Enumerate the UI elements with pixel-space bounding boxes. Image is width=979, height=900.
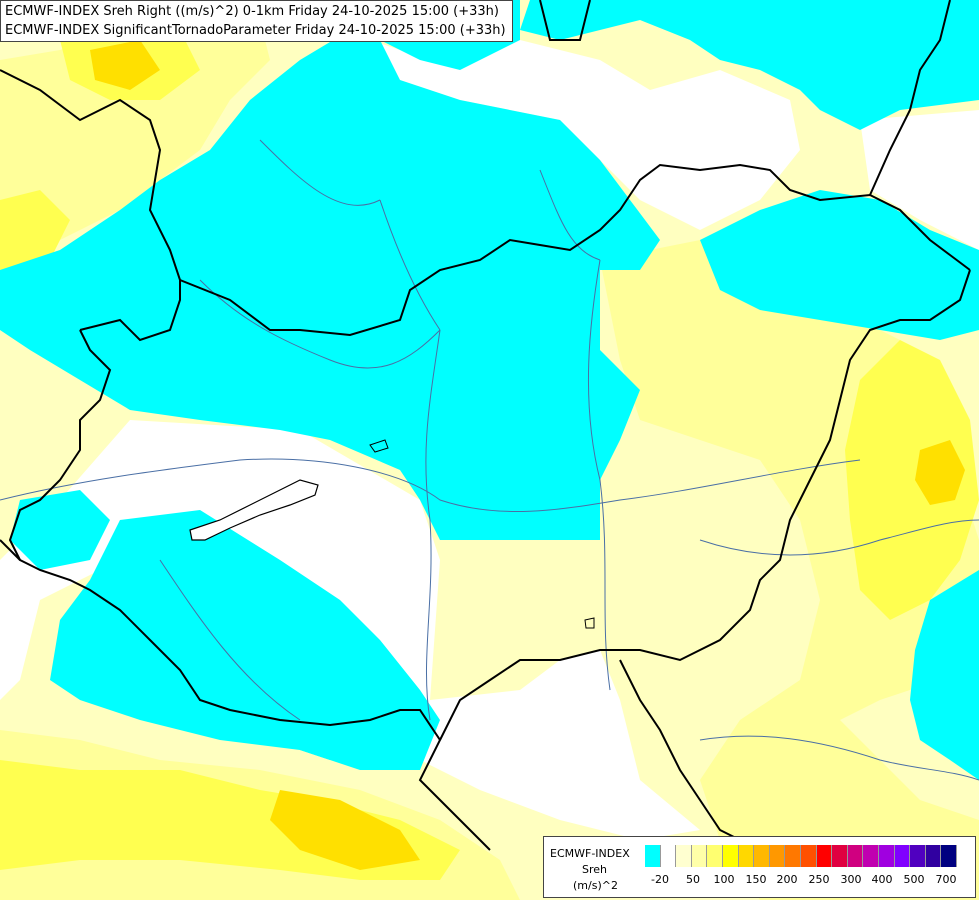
legend-swatch <box>707 845 723 867</box>
sreh-150-200-core-nw <box>90 40 160 90</box>
low-sreh-area-white-north <box>370 40 800 230</box>
legend-tick-label: 250 <box>808 873 830 886</box>
legend-tick-label: 400 <box>871 873 893 886</box>
lake-balaton <box>189 479 319 541</box>
legend-swatch <box>832 845 848 867</box>
country-borders <box>0 0 971 851</box>
legend-swatch <box>894 845 911 867</box>
legend-swatch <box>691 845 708 867</box>
low-sreh-area-white-east <box>860 110 979 250</box>
legend-swatch <box>847 845 864 867</box>
lake-small-2 <box>584 617 595 629</box>
legend-swatch <box>769 845 786 867</box>
sreh-150-200-core-east <box>915 440 965 505</box>
negative-sreh-area-center-small <box>10 490 110 570</box>
sreh-100-150-area-west <box>0 190 70 270</box>
legend-tick-label: 50 <box>686 873 700 886</box>
lake-small <box>369 439 389 453</box>
sreh-150-200-core-south <box>270 790 420 870</box>
legend-ticks: -20 50 100 150 200 250 300 400 500 700 <box>645 873 971 889</box>
negative-sreh-area-top <box>520 0 979 130</box>
negative-sreh-area-east <box>910 570 979 780</box>
negative-sreh-area-ne <box>700 190 979 340</box>
legend-brand: ECMWF-INDEX <box>550 847 630 860</box>
legend-swatch <box>660 845 677 867</box>
legend-tick-label: 300 <box>840 873 862 886</box>
legend-swatch <box>738 845 755 867</box>
sreh-100-150-area-east <box>845 340 979 620</box>
legend-swatch <box>941 845 957 867</box>
rivers <box>0 139 979 781</box>
legend-unit: (m/s)^2 <box>573 879 618 892</box>
map-title-box: ECMWF-INDEX Sreh Right ((m/s)^2) 0-1km F… <box>0 0 513 42</box>
legend-swatch <box>722 845 739 867</box>
negative-sreh-area-north <box>0 30 660 540</box>
legend-tick-label: 200 <box>776 873 798 886</box>
sreh-50-100-area-west <box>0 10 270 260</box>
legend-swatch <box>863 845 879 867</box>
negative-sreh-area-south-west <box>50 510 440 770</box>
title-line-1: ECMWF-INDEX Sreh Right ((m/s)^2) 0-1km F… <box>5 4 499 19</box>
legend-color-bar <box>645 845 957 867</box>
legend-tick-label: 100 <box>713 873 735 886</box>
legend-swatch <box>925 845 942 867</box>
legend-swatch <box>754 845 770 867</box>
legend-swatch <box>816 845 833 867</box>
color-legend: ECMWF-INDEX Sreh (m/s)^2 -20 50 100 150 200 2… <box>543 836 976 898</box>
legend-swatch <box>878 845 895 867</box>
legend-tick-label: -20 <box>651 873 669 886</box>
legend-swatch <box>785 845 801 867</box>
legend-tick-label: 150 <box>745 873 767 886</box>
title-line-2: ECMWF-INDEX SignificantTornadoParameter … <box>5 23 506 38</box>
legend-swatch <box>676 845 692 867</box>
legend-swatch <box>800 845 817 867</box>
legend-tick-label: 700 <box>935 873 957 886</box>
legend-swatch <box>910 845 926 867</box>
legend-variable: Sreh <box>582 863 608 876</box>
legend-swatch <box>645 845 661 867</box>
legend-tick-label: 500 <box>903 873 925 886</box>
